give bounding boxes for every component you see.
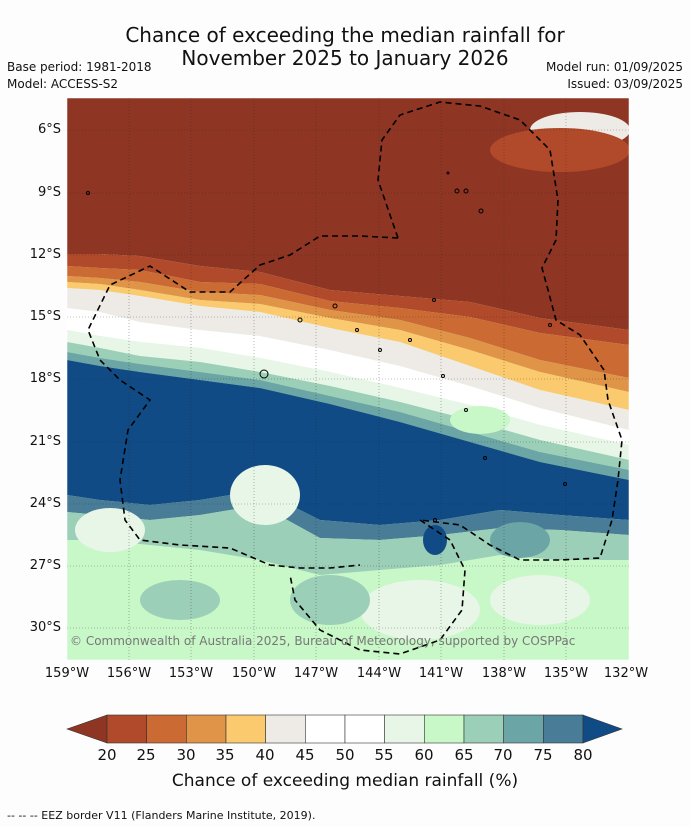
colorbar-segment: [344, 714, 385, 744]
colorbar-segment: [106, 714, 147, 744]
blue-patch-s: [423, 525, 447, 555]
colorbar-segment: [384, 714, 425, 744]
y-tick-label: 27°S: [29, 558, 61, 573]
colorbar-tick-label: 50: [335, 746, 355, 764]
colorbar-tick-label: 80: [573, 746, 593, 764]
x-tick-label: 150°W: [231, 666, 277, 681]
colorbar-low-arrow: [66, 714, 108, 744]
colorbar-tick-label: 30: [176, 746, 196, 764]
colorbar-segment: [463, 714, 504, 744]
colorbar-tick-label: 60: [414, 746, 434, 764]
band-blue-edge: [67, 490, 629, 540]
pale-patch-west: [75, 508, 145, 552]
teal-patch-sw: [140, 580, 220, 620]
y-tick-label: 6°S: [37, 122, 61, 137]
y-tick-label: 24°S: [29, 496, 61, 511]
band-dark-blue: [67, 360, 629, 525]
grid-lines: [67, 98, 629, 660]
model-name: Model: ACCESS-S2: [7, 77, 119, 91]
colorbar-segment: [146, 714, 187, 744]
eez-border-west: [87, 235, 399, 569]
islands: [86, 171, 567, 522]
colorbar-segment: [186, 714, 227, 744]
copyright-notice: © Commonwealth of Australia 2025, Bureau…: [70, 634, 576, 648]
y-tick-label: 30°S: [29, 620, 61, 635]
colorbar-tick-label: 75: [533, 746, 553, 764]
colorbar-segment: [225, 714, 266, 744]
colorbar-tick-label: 45: [295, 746, 315, 764]
colorbar-tick-label: 25: [136, 746, 156, 764]
model-run: Model run: 01/09/2025: [545, 60, 683, 74]
y-tick-label: 18°S: [29, 371, 61, 386]
colorbar-segments: [106, 714, 584, 744]
band-dark-brown: [67, 98, 629, 330]
band-white: [67, 308, 629, 445]
band-teal-light: [67, 342, 629, 470]
x-tick-label: 135°W: [543, 666, 589, 681]
colorbar-high-arrow: [582, 714, 623, 744]
teal-patch-se: [490, 522, 550, 558]
band-brown: [67, 254, 629, 345]
band-orange: [67, 266, 629, 378]
colorbar-segment: [265, 714, 306, 744]
colorbar-segment: [543, 714, 584, 744]
title-line-1: Chance of exceeding the median rainfall …: [125, 23, 565, 47]
pale-patch-central: [230, 465, 300, 525]
band-pale-green: [67, 330, 629, 460]
eez-border-north: [377, 101, 623, 561]
colorbar-tick-label: 20: [97, 746, 117, 764]
colorbar-segment: [424, 714, 465, 744]
teal-patch-s: [290, 575, 370, 625]
x-tick-label: 144°W: [356, 666, 402, 681]
orange-patch-ne: [490, 128, 629, 172]
chart-title: Chance of exceeding the median rainfall …: [0, 24, 690, 70]
colorbar-segment: [503, 714, 544, 744]
x-tick-label: 132°W: [603, 666, 649, 681]
colorbar-segment: [305, 714, 346, 744]
eez-border-south: [289, 519, 466, 655]
eez-legend-footer: -- -- -- EEZ border V11 (Flanders Marine…: [7, 809, 316, 822]
band-teal: [67, 352, 629, 480]
y-tick-label: 9°S: [37, 185, 61, 200]
base-period: Base period: 1981-2018: [7, 60, 152, 74]
green-patch-n: [450, 406, 510, 434]
x-tick-label: 141°W: [418, 666, 464, 681]
colorbar-tick-label: 35: [215, 746, 235, 764]
x-tick-label: 153°W: [168, 666, 214, 681]
x-tick-label: 159°W: [44, 666, 90, 681]
meta-right: Model run: 01/09/2025 Issued: 03/09/2025: [546, 59, 683, 93]
colorbar-tick-label: 65: [454, 746, 474, 764]
colorbar-tick-label: 40: [255, 746, 275, 764]
colorbar-title: Chance of exceeding median rainfall (%): [171, 771, 519, 791]
x-tick-label: 147°W: [293, 666, 339, 681]
title-line-2: November 2025 to January 2026: [181, 46, 509, 70]
band-neutral: [67, 288, 629, 430]
x-tick-label: 138°W: [481, 666, 527, 681]
meta-left: Base period: 1981-2018 Model: ACCESS-S2: [7, 59, 152, 93]
y-tick-label: 15°S: [29, 309, 61, 324]
colorbar-tick-label: 55: [374, 746, 394, 764]
pale-patch-south: [360, 580, 480, 640]
y-tick-label: 21°S: [29, 434, 61, 449]
colorbar: [66, 714, 623, 744]
x-tick-label: 156°W: [106, 666, 152, 681]
issued-date: Issued: 03/09/2025: [567, 77, 683, 91]
band-teal-lower: [67, 505, 629, 575]
y-tick-label: 12°S: [29, 247, 61, 262]
colorbar-tick-label: 70: [493, 746, 513, 764]
pale-patch-east: [490, 575, 590, 625]
band-yellow: [67, 282, 629, 410]
map-frame: [66, 97, 630, 661]
eez-borders: [87, 101, 623, 655]
